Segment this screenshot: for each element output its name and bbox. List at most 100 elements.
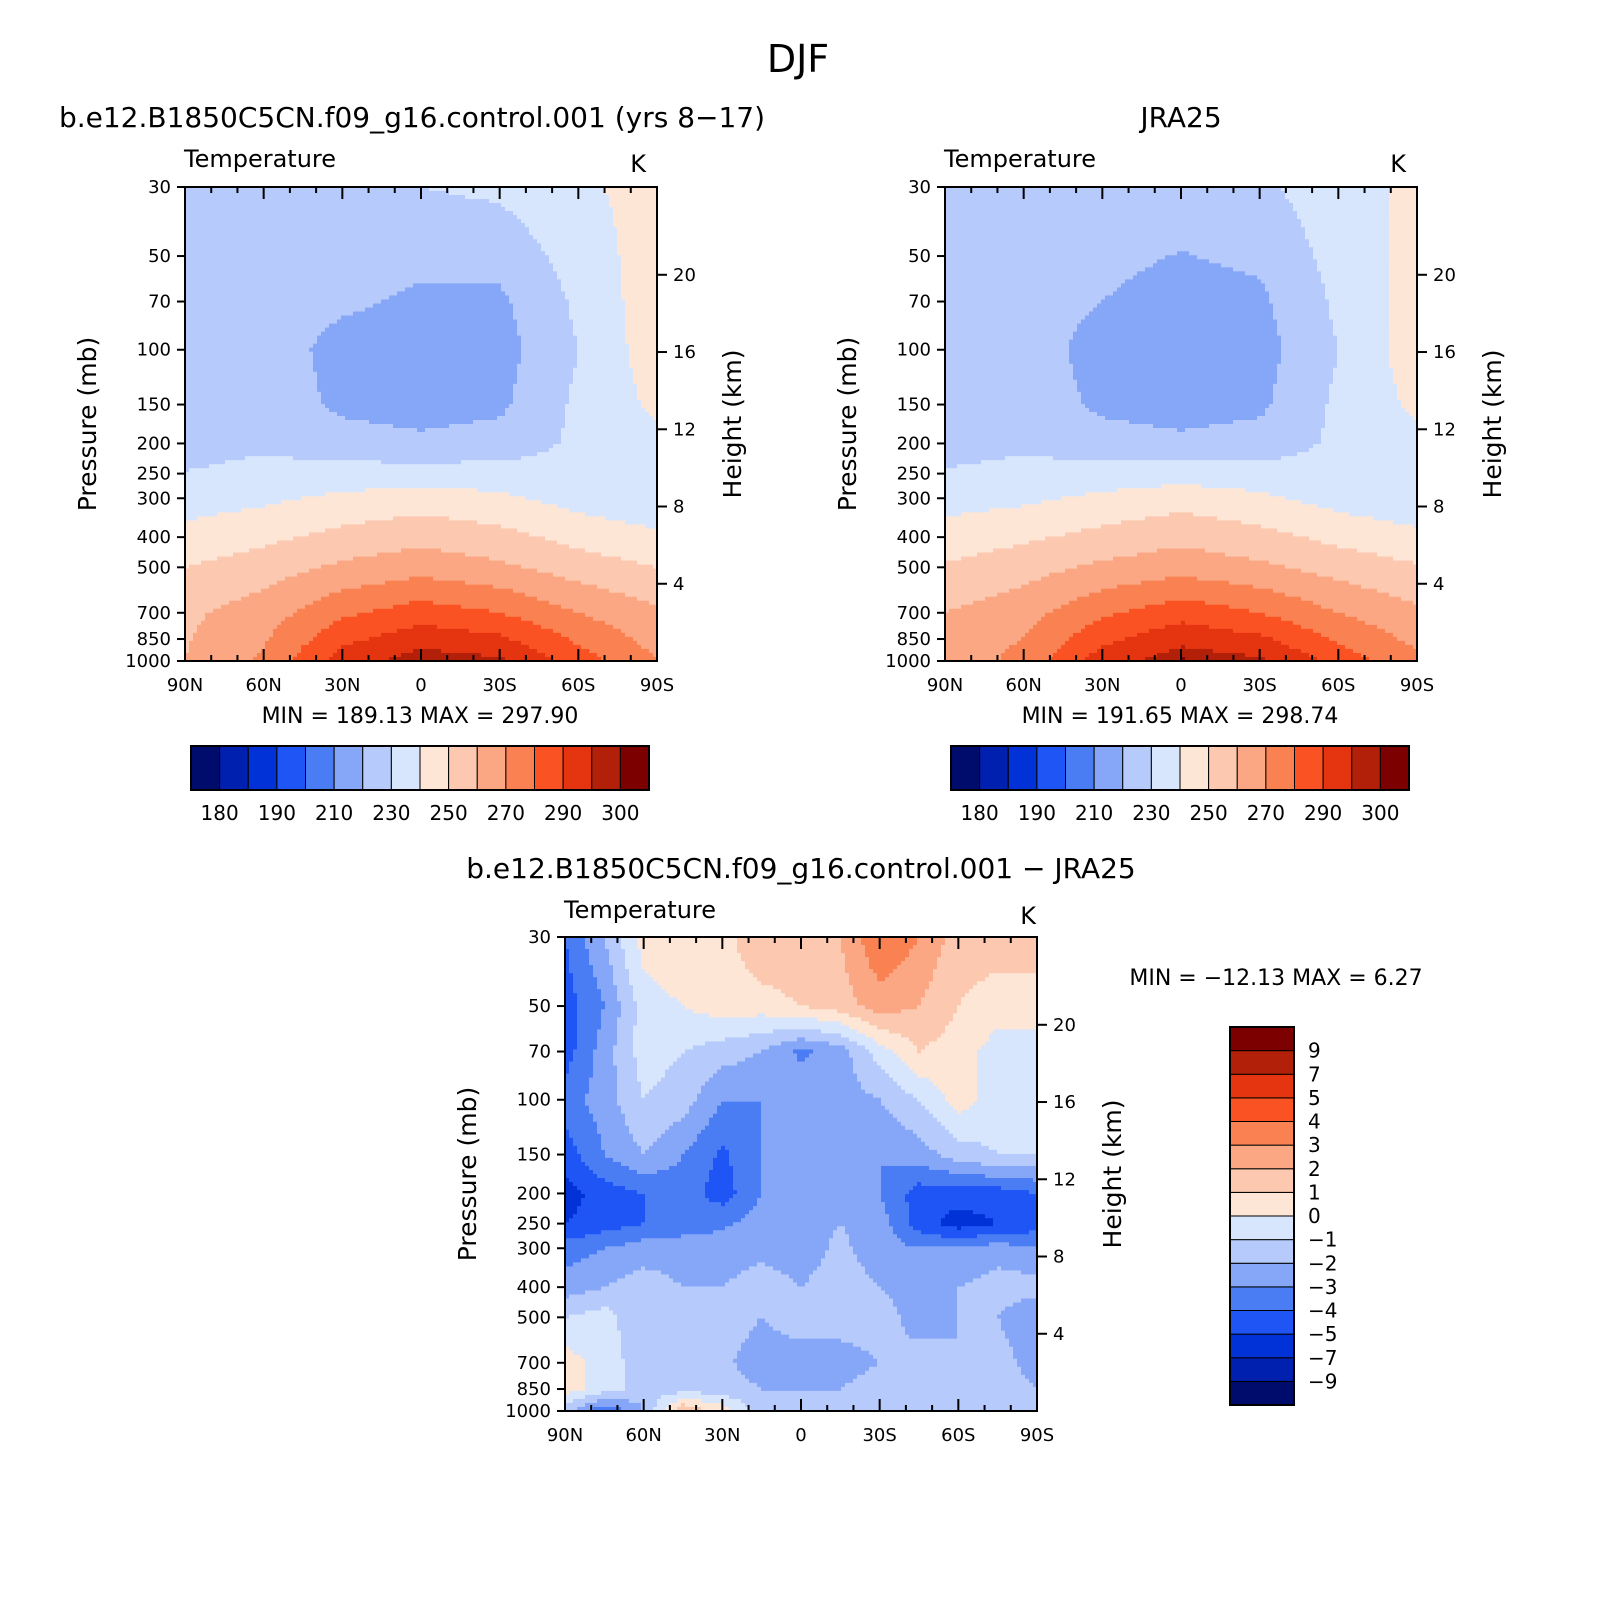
- contour-cell: [513, 343, 518, 349]
- contour-cell: [509, 343, 514, 349]
- contour-cell: [489, 327, 494, 333]
- contour-cell: [201, 271, 206, 276]
- contour-cell: [605, 267, 610, 272]
- contour-cell: [393, 207, 398, 212]
- contour-cell: [393, 319, 398, 325]
- contour-cell: [229, 251, 234, 256]
- contour-cell: [417, 191, 422, 196]
- contour-cell: [389, 283, 394, 289]
- contour-cell: [297, 351, 302, 357]
- contour-cell: [533, 295, 538, 301]
- contour-cell: [517, 211, 522, 216]
- contour-cell: [645, 203, 650, 208]
- contour-cell: [361, 287, 366, 293]
- contour-cell: [185, 239, 190, 244]
- contour-cell: [273, 191, 278, 196]
- contour-cell: [301, 243, 306, 248]
- contour-cell: [537, 335, 542, 341]
- contour-cell: [297, 195, 302, 200]
- contour-cell: [441, 191, 446, 196]
- contour-cell: [585, 283, 590, 289]
- contour-cell: [201, 279, 206, 285]
- contour-cell: [201, 323, 206, 329]
- contour-cell: [189, 331, 194, 337]
- contour-cell: [593, 343, 598, 349]
- contour-cell: [441, 223, 446, 228]
- contour-cell: [625, 315, 630, 321]
- contour-cell: [561, 351, 566, 357]
- contour-cell: [577, 323, 582, 329]
- contour-cell: [517, 347, 522, 353]
- contour-cell: [465, 199, 470, 204]
- contour-cell: [557, 275, 562, 280]
- contour-cell: [233, 335, 238, 341]
- contour-cell: [389, 211, 394, 216]
- contour-cell: [461, 307, 466, 313]
- contour-cell: [453, 227, 458, 232]
- contour-cell: [357, 207, 362, 212]
- contour-cell: [261, 279, 266, 285]
- contour-cell: [189, 191, 194, 196]
- contour-cell: [629, 235, 634, 240]
- contour-cell: [541, 279, 546, 285]
- contour-cell: [625, 203, 630, 208]
- contour-cell: [405, 243, 410, 248]
- contour-cell: [413, 235, 418, 240]
- contour-cell: [649, 223, 654, 228]
- contour-cell: [577, 219, 582, 224]
- contour-cell: [461, 207, 466, 212]
- contour-cell: [629, 315, 634, 321]
- contour-cell: [193, 323, 198, 329]
- contour-cell: [281, 275, 286, 280]
- contour-cell: [289, 355, 294, 361]
- contour-cell: [349, 267, 354, 272]
- contour-cell: [481, 303, 486, 309]
- contour-cell: [301, 207, 306, 212]
- contour-cell: [489, 311, 494, 317]
- contour-cell: [581, 347, 586, 353]
- contour-cell: [593, 255, 598, 260]
- contour-cell: [521, 351, 526, 357]
- contour-cell: [413, 291, 418, 297]
- contour-cell: [421, 343, 426, 349]
- contour-cell: [189, 323, 194, 329]
- contour-cell: [289, 275, 294, 280]
- contour-cell: [561, 195, 566, 200]
- contour-cell: [601, 283, 606, 289]
- contour-cell: [229, 291, 234, 297]
- contour-cell: [645, 251, 650, 256]
- contour-cell: [313, 271, 318, 276]
- contour-cell: [233, 339, 238, 345]
- contour-cell: [281, 319, 286, 325]
- contour-cell: [433, 235, 438, 240]
- contour-cell: [605, 251, 610, 256]
- contour-cell: [541, 307, 546, 313]
- contour-cell: [541, 283, 546, 289]
- contour-cell: [261, 203, 266, 208]
- contour-cell: [465, 315, 470, 321]
- contour-cell: [193, 283, 198, 289]
- contour-cell: [205, 339, 210, 345]
- contour-cell: [189, 355, 194, 361]
- contour-cell: [241, 215, 246, 220]
- contour-cell: [349, 243, 354, 248]
- contour-cell: [381, 295, 386, 301]
- contour-cell: [513, 247, 518, 252]
- contour-cell: [245, 187, 250, 192]
- contour-cell: [637, 327, 642, 333]
- contour-cell: [277, 235, 282, 240]
- contour-cell: [357, 267, 362, 272]
- contour-cell: [253, 307, 258, 313]
- contour-cell: [473, 283, 478, 289]
- contour-cell: [349, 287, 354, 293]
- contour-cell: [565, 263, 570, 268]
- contour-cell: [237, 259, 242, 264]
- contour-cell: [333, 283, 338, 289]
- contour-cell: [265, 331, 270, 337]
- contour-cell: [345, 291, 350, 297]
- contour-cell: [329, 347, 334, 353]
- contour-cell: [585, 315, 590, 321]
- contour-cell: [281, 219, 286, 224]
- contour-cell: [521, 239, 526, 244]
- contour-cell: [429, 263, 434, 268]
